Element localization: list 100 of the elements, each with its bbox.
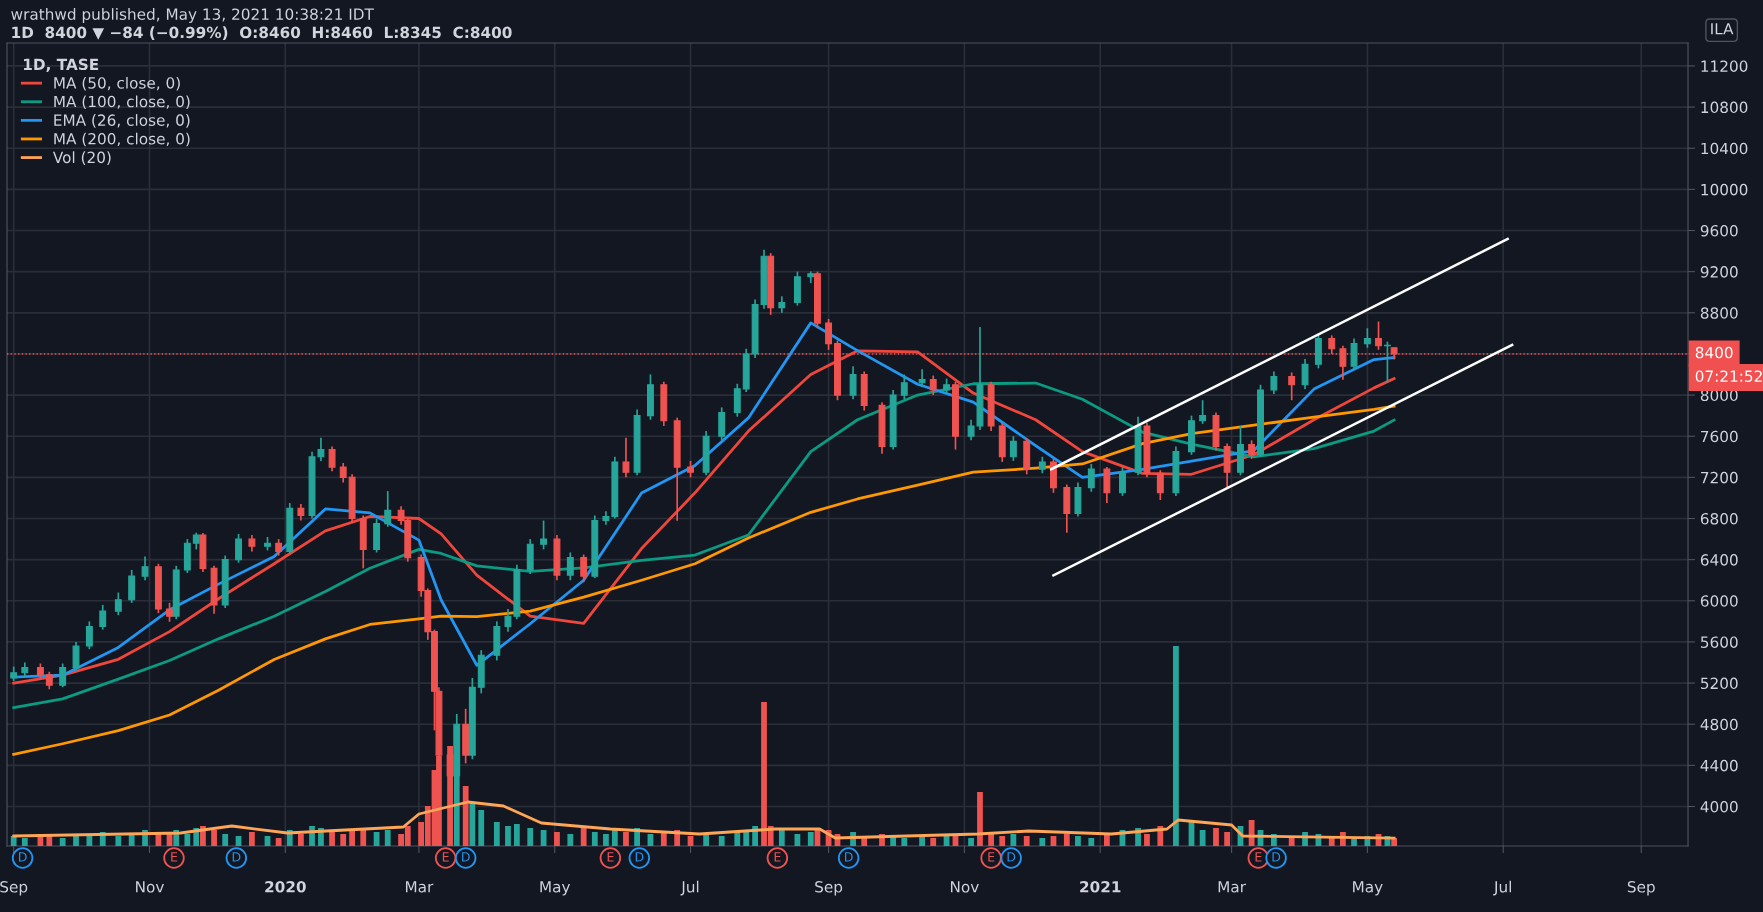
y-tick-label: 9200 (1700, 266, 1738, 278)
bar (999, 836, 1006, 846)
candlestick (99, 604, 107, 631)
candlestick (85, 620, 93, 650)
bar (901, 838, 908, 846)
candlestick (1119, 466, 1126, 497)
bar (554, 832, 560, 846)
legend-label: MA (200, close, 0) (54, 132, 190, 147)
candlestick (72, 641, 80, 672)
legend-label: MA (50, close, 0) (54, 76, 180, 91)
bar (1063, 834, 1070, 846)
y-tick-label: 4400 (1700, 759, 1738, 772)
candlestick (1156, 469, 1164, 501)
bar (184, 834, 191, 846)
text: E (988, 852, 995, 862)
candlestick (540, 519, 548, 551)
line-series (12, 404, 1396, 756)
text: E (774, 852, 781, 862)
bar (1023, 836, 1030, 846)
bar (115, 836, 122, 846)
y-tick-label: 10400 (1701, 142, 1748, 155)
candlestick (235, 533, 243, 564)
x-tick-label: 2021 (1080, 880, 1121, 893)
text: D (19, 852, 27, 862)
bar (329, 832, 335, 846)
y-tick-label: 7200 (1701, 471, 1738, 484)
bar (86, 836, 93, 846)
x-tick-label: Jul (1493, 880, 1511, 896)
x-tick-label: Jul (680, 880, 699, 896)
candlestick (114, 591, 122, 617)
bar (1103, 834, 1110, 846)
bar (1144, 834, 1150, 846)
text: 07:21:52 (1695, 370, 1762, 382)
bar (567, 834, 574, 846)
candlestick (1350, 337, 1358, 371)
x-tick-label: May (1353, 881, 1383, 896)
bar (718, 836, 725, 846)
bar (527, 828, 534, 846)
bar (349, 830, 355, 846)
legend-label: MA (100, close, 0) (54, 95, 190, 110)
bar (977, 792, 983, 846)
candlestick (166, 602, 173, 623)
bar (505, 826, 511, 846)
chart-title: wrathwd published, May 13, 2021 10:38:21 IDT (11, 8, 374, 23)
bar (10, 836, 17, 846)
candlestick (733, 382, 741, 418)
bar (384, 830, 391, 846)
bar (249, 832, 255, 846)
candlestick (1248, 439, 1256, 460)
x-tick-label: Nov (950, 881, 979, 893)
candlestick (1009, 435, 1017, 462)
y-tick-label: 5600 (1700, 636, 1738, 648)
bar (703, 834, 710, 846)
bar (591, 832, 598, 846)
text: D (232, 852, 241, 862)
candlestick (1199, 399, 1207, 425)
candlestick (918, 368, 926, 388)
chart-subtitle: 1D 8400 ▼ −84 (−0.99%) O:8460 H:8460 L:8345 C:8400 (12, 26, 512, 40)
text: E (442, 852, 449, 862)
bar (1010, 834, 1017, 846)
text: E (607, 852, 614, 862)
y-tick-label: 9600 (1700, 224, 1738, 237)
y-tick-label: 6400 (1700, 554, 1738, 566)
bar (1039, 838, 1046, 846)
y-tick-label: 10800 (1701, 101, 1748, 114)
y-tick-label: 11200 (1701, 60, 1748, 72)
bar (1088, 838, 1095, 846)
candlestick (900, 373, 908, 401)
y-tick-label: 7600 (1701, 430, 1738, 443)
candlestick (929, 374, 937, 396)
candlestick (1103, 466, 1111, 504)
ref-line-label: 8400 (1695, 346, 1733, 359)
bar (340, 834, 347, 846)
line-series (12, 381, 1396, 710)
text: D (1272, 852, 1281, 862)
x-tick-label: Sep (815, 880, 843, 896)
y-tick-label: 5200 (1700, 677, 1738, 690)
bar (580, 826, 587, 846)
text: D (845, 852, 853, 862)
bar (513, 824, 520, 846)
bar (462, 786, 469, 846)
candlestick (1288, 371, 1296, 402)
y-tick-label: 4000 (1700, 800, 1738, 813)
bar (1224, 832, 1231, 846)
bar (1075, 836, 1081, 846)
bar (1391, 838, 1397, 846)
x-tick-label: 2020 (265, 880, 306, 893)
candlestick (1301, 358, 1309, 390)
candlestick (384, 490, 392, 528)
x-tick-label: May (540, 881, 571, 896)
bar (59, 838, 66, 846)
bar (734, 832, 741, 846)
bar (21, 838, 28, 846)
candlestick (59, 662, 67, 689)
candlestick (580, 553, 588, 584)
bar (46, 836, 53, 846)
y-tick-label: 6000 (1700, 595, 1738, 607)
legend-label: Vol (20) (52, 151, 111, 165)
candlestick (339, 462, 347, 484)
candlestick (825, 318, 833, 351)
